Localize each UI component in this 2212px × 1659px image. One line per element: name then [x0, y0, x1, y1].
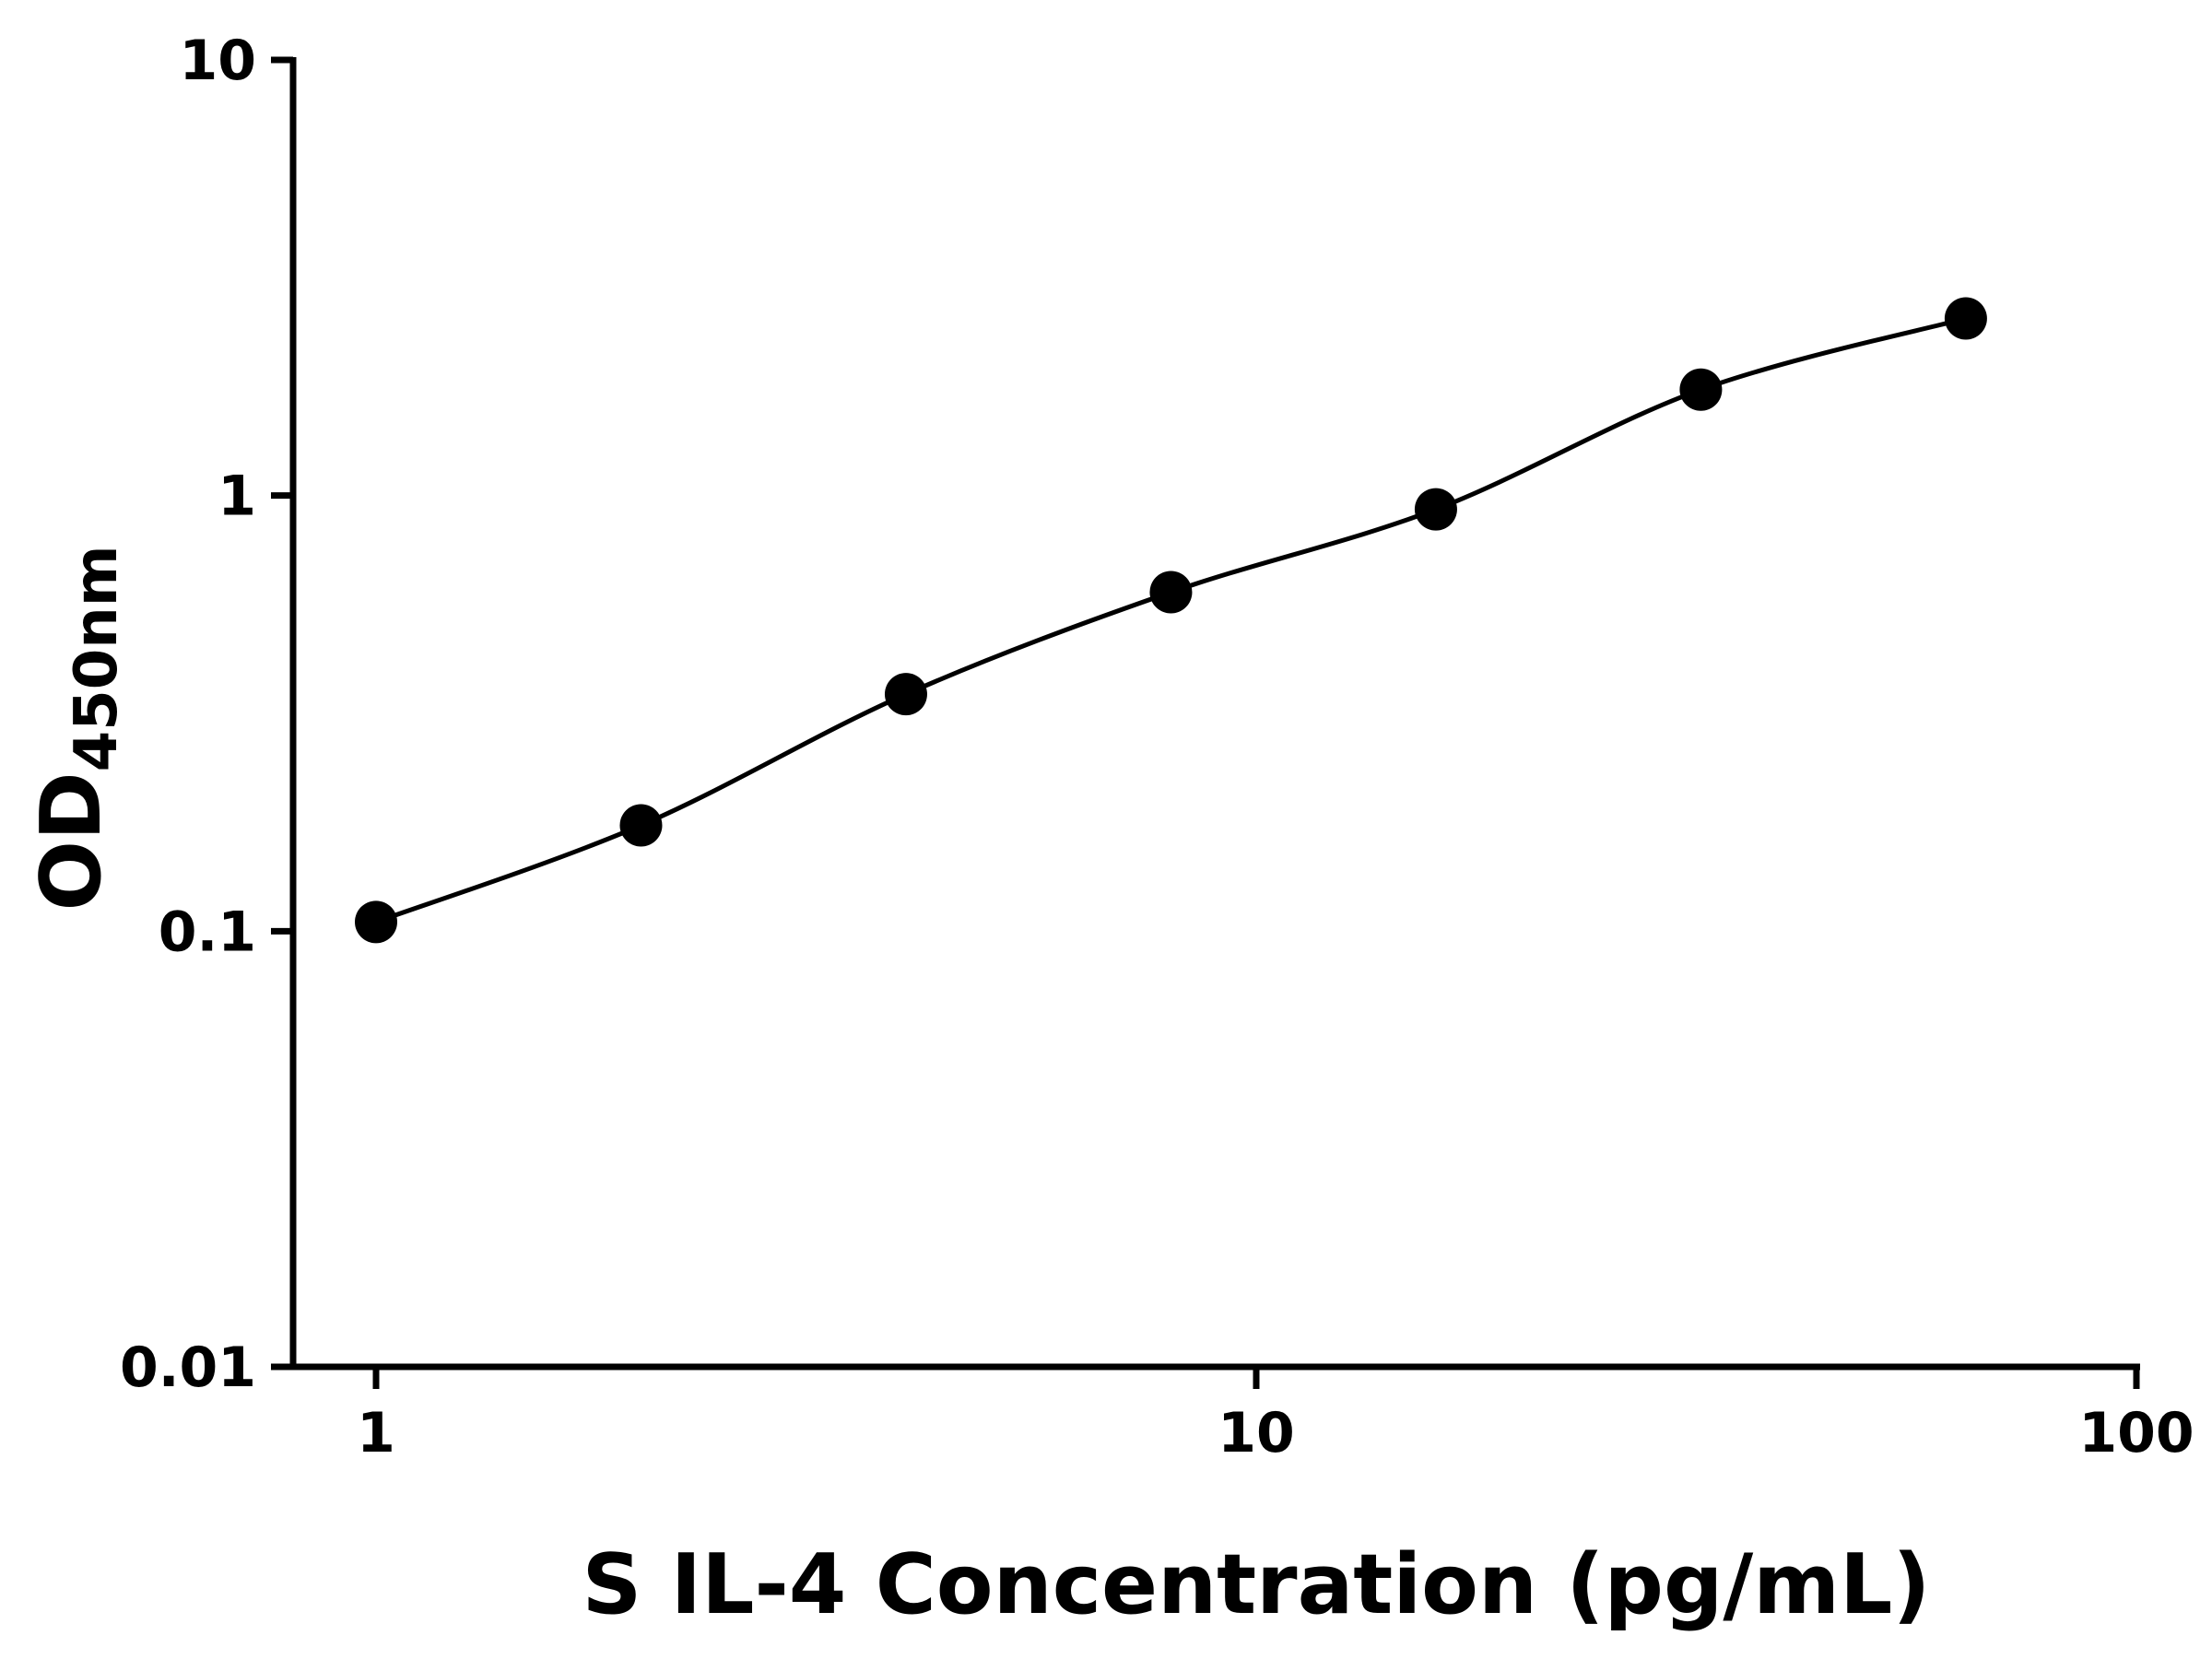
y-tick-label: 0.01	[120, 1335, 256, 1400]
axes-layer: 1 10 100 0.01 0.1 1 10	[120, 29, 2194, 1465]
data-point	[355, 900, 397, 944]
plot-layer	[355, 297, 1987, 944]
data-point	[884, 673, 927, 716]
data-point	[1679, 368, 1723, 411]
axis-spines	[289, 57, 2140, 1371]
y-axis-title: OD450nm	[23, 545, 131, 911]
data-point	[1944, 297, 1987, 340]
x-axis-title: S IL-4 Concentration (pg/mL)	[582, 1536, 1930, 1633]
x-tick-label: 100	[2078, 1401, 2194, 1465]
x-tick-label: 10	[1218, 1401, 1295, 1465]
y-axis-title-main: OD	[23, 771, 120, 911]
data-point	[1414, 488, 1457, 531]
y-tick-label: 10	[180, 29, 257, 93]
y-tick-label: 0.1	[159, 900, 256, 964]
x-tick-label: 1	[357, 1401, 395, 1465]
curve-line	[375, 316, 1967, 924]
data-point	[619, 804, 663, 847]
y-tick-label: 1	[218, 465, 256, 529]
y-axis-title-sub: 450nm	[63, 545, 131, 771]
data-point	[1149, 571, 1193, 614]
